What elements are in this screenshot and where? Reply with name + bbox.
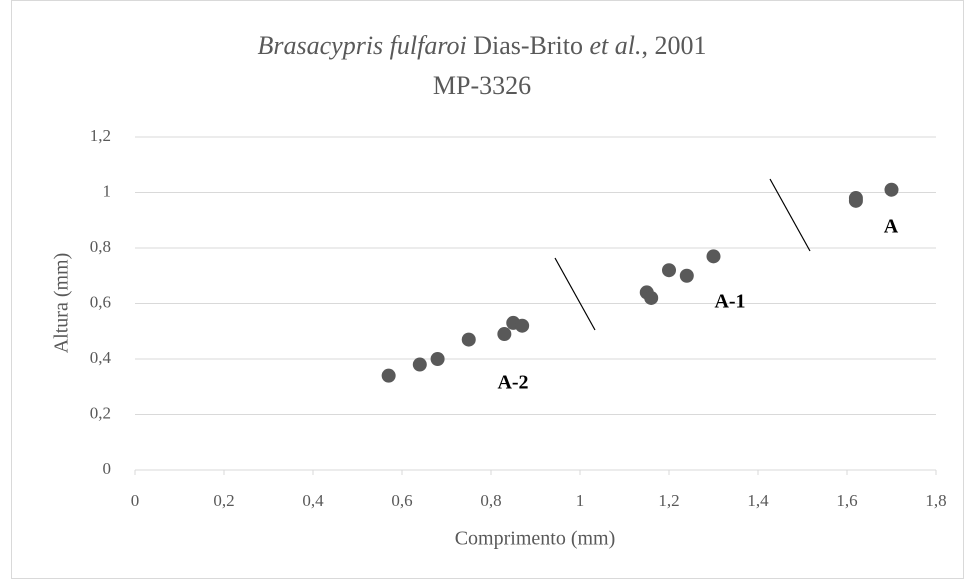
point [706, 249, 721, 264]
x-tick-label: 1,8 [925, 491, 946, 510]
point [662, 263, 676, 278]
point [497, 327, 512, 342]
point [461, 332, 476, 347]
point [515, 318, 530, 333]
x-tick-label: 0,4 [302, 491, 324, 510]
x-tick-label: 1,4 [747, 491, 769, 510]
x-tick-label: 0,2 [213, 491, 234, 510]
title-segment: , 2001 [641, 31, 706, 60]
point [848, 193, 863, 208]
chart-subtitle: MP-3326 [433, 71, 531, 100]
y-tick-label: 0,4 [90, 348, 112, 367]
y-tick-label: 1 [103, 181, 112, 200]
point [412, 357, 427, 372]
x-tick-label: 0,8 [480, 491, 501, 510]
x-tick-label: 1 [576, 491, 585, 510]
point [644, 290, 659, 305]
x-tick-label: 1,2 [658, 491, 679, 510]
y-tick-label: 0,6 [90, 292, 111, 311]
x-axis-title: Comprimento (mm) [455, 528, 616, 550]
chart-border [11, 0, 964, 579]
y-axis-title: Altura (mm) [51, 253, 73, 354]
y-tick-label: 0,2 [90, 403, 111, 422]
annotation: A-2 [497, 372, 528, 394]
y-tick-label: 0,8 [90, 237, 111, 256]
point [430, 352, 445, 366]
annotation: A [884, 216, 899, 238]
y-tick-label: 0 [103, 459, 112, 478]
title-segment: et al. [589, 31, 641, 60]
x-tick-label: 0 [131, 491, 140, 510]
annotation: A-1 [714, 291, 745, 313]
separator [769, 178, 811, 252]
point [884, 182, 899, 197]
point [381, 368, 396, 383]
title-segment: Dias-Brito [467, 31, 590, 60]
point [679, 268, 694, 283]
separator [554, 257, 596, 331]
chart-title: Brasacypris fulfaroi Dias-Brito et al., … [258, 31, 707, 60]
y-tick-label: 1,2 [90, 126, 111, 145]
title-segment: Brasacypris fulfaroi [258, 31, 467, 60]
x-tick-label: 1,6 [836, 491, 857, 510]
x-tick-label: 0,6 [391, 491, 412, 510]
